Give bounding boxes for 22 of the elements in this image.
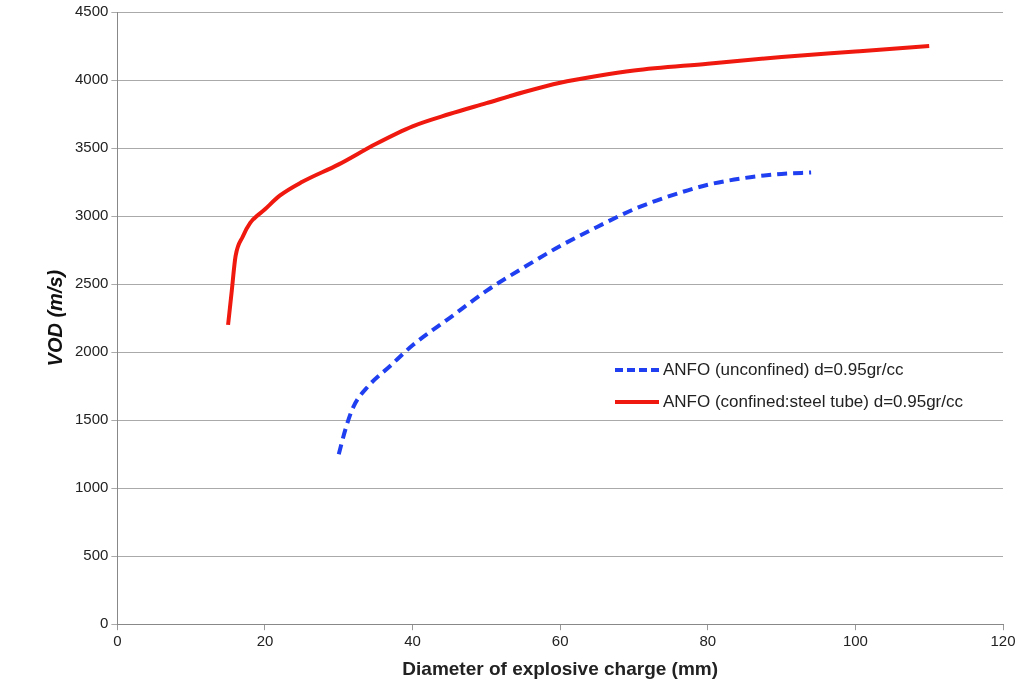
y-tick-label: 4000 [74,70,109,88]
y-tick-label: 3000 [74,206,109,224]
legend-label: ANFO (unconfined) d=0.95gr/cc [662,360,904,381]
legend-label: ANFO (confined:steel tube) d=0.95gr/cc [662,392,963,413]
x-tick-label: 0 [113,632,122,650]
y-tick-label: 2000 [74,342,109,360]
x-tick-label: 20 [256,632,274,650]
x-tick-label: 80 [699,632,717,650]
y-tick-label: 0 [100,614,109,632]
x-axis-title: Diameter of explosive charge (mm) [402,657,719,679]
x-tick-label: 100 [842,632,868,650]
y-tick-label: 1000 [74,478,109,496]
line-series [226,44,932,327]
y-tick-label: 1500 [74,410,109,428]
y-tick-label: 3500 [74,138,109,156]
x-tick-label: 120 [990,632,1016,650]
y-axis-title: VOD (m/s) [43,269,66,367]
x-tick-label: 60 [551,632,569,650]
y-tick-label: 4500 [74,2,109,20]
x-tick-label: 40 [404,632,421,650]
y-tick-label: 500 [83,546,109,564]
y-tick-label: 2500 [74,274,109,292]
